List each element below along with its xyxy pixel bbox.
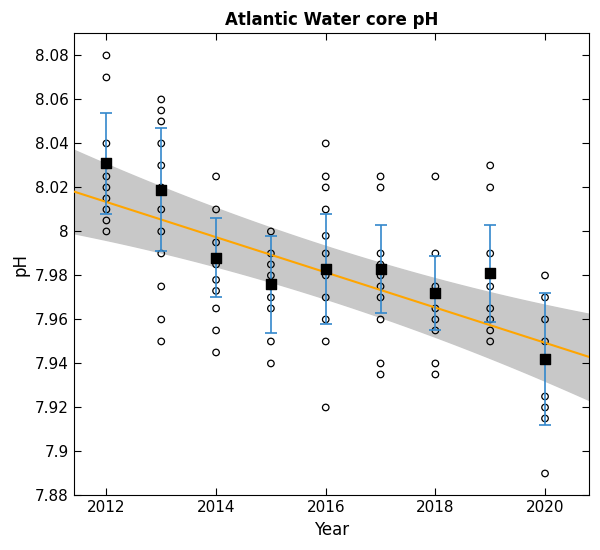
Point — [157, 117, 166, 126]
Point — [266, 337, 276, 346]
Point — [101, 205, 111, 214]
Point — [321, 232, 331, 240]
Point — [540, 414, 550, 423]
Point — [211, 287, 221, 295]
Point — [485, 326, 495, 335]
Point — [211, 260, 221, 269]
Point — [540, 469, 550, 478]
Point — [376, 183, 385, 192]
Point — [540, 403, 550, 412]
Point — [376, 172, 385, 181]
Point — [321, 183, 331, 192]
Point — [101, 159, 111, 168]
Point — [321, 403, 331, 412]
Point — [540, 315, 550, 324]
Point — [376, 370, 385, 379]
Point — [431, 370, 440, 379]
Point — [101, 139, 111, 148]
Point — [101, 161, 111, 170]
Point — [540, 355, 550, 364]
Point — [321, 139, 331, 148]
Point — [540, 337, 550, 346]
Point — [485, 269, 495, 278]
Point — [101, 216, 111, 225]
Point — [431, 282, 440, 291]
Point — [431, 172, 440, 181]
Point — [157, 205, 166, 214]
Point — [321, 337, 331, 346]
Point — [485, 271, 495, 280]
Point — [321, 265, 331, 273]
Point — [431, 315, 440, 324]
Point — [211, 254, 221, 262]
Point — [431, 359, 440, 368]
Point — [376, 265, 385, 273]
Point — [101, 172, 111, 181]
Point — [376, 359, 385, 368]
Point — [211, 172, 221, 181]
Point — [211, 276, 221, 284]
Point — [157, 95, 166, 104]
Point — [157, 227, 166, 236]
Point — [376, 249, 385, 258]
Point — [485, 249, 495, 258]
Point — [485, 315, 495, 324]
Point — [431, 304, 440, 313]
Point — [266, 260, 276, 269]
Point — [321, 271, 331, 280]
Point — [431, 249, 440, 258]
Point — [485, 183, 495, 192]
Point — [211, 205, 221, 214]
Point — [540, 271, 550, 280]
Point — [321, 205, 331, 214]
Point — [157, 161, 166, 170]
Point — [376, 282, 385, 291]
Point — [485, 337, 495, 346]
Point — [266, 282, 276, 291]
Point — [157, 185, 166, 194]
Point — [321, 293, 331, 302]
Point — [211, 238, 221, 247]
Point — [540, 293, 550, 302]
Point — [266, 249, 276, 258]
Point — [485, 161, 495, 170]
Point — [376, 293, 385, 302]
Point — [376, 315, 385, 324]
Point — [431, 326, 440, 335]
Point — [157, 282, 166, 291]
Point — [157, 337, 166, 346]
Point — [321, 315, 331, 324]
Point — [101, 227, 111, 236]
Point — [485, 282, 495, 291]
Point — [157, 106, 166, 115]
Point — [157, 183, 166, 192]
Point — [321, 249, 331, 258]
Point — [211, 348, 221, 357]
Point — [211, 304, 221, 313]
X-axis label: Year: Year — [314, 521, 349, 539]
Point — [101, 51, 111, 60]
Point — [101, 73, 111, 82]
Point — [266, 359, 276, 368]
Point — [431, 289, 440, 298]
Y-axis label: pH: pH — [11, 253, 29, 276]
Point — [321, 172, 331, 181]
Point — [540, 392, 550, 401]
Title: Atlantic Water core pH: Atlantic Water core pH — [224, 11, 438, 29]
Point — [376, 260, 385, 269]
Point — [157, 315, 166, 324]
Point — [485, 304, 495, 313]
Point — [376, 271, 385, 280]
Point — [266, 280, 276, 289]
Point — [211, 326, 221, 335]
Point — [157, 249, 166, 258]
Point — [266, 227, 276, 236]
Point — [266, 293, 276, 302]
Point — [101, 183, 111, 192]
Point — [101, 194, 111, 203]
Point — [266, 271, 276, 280]
Point — [266, 304, 276, 313]
Point — [157, 139, 166, 148]
